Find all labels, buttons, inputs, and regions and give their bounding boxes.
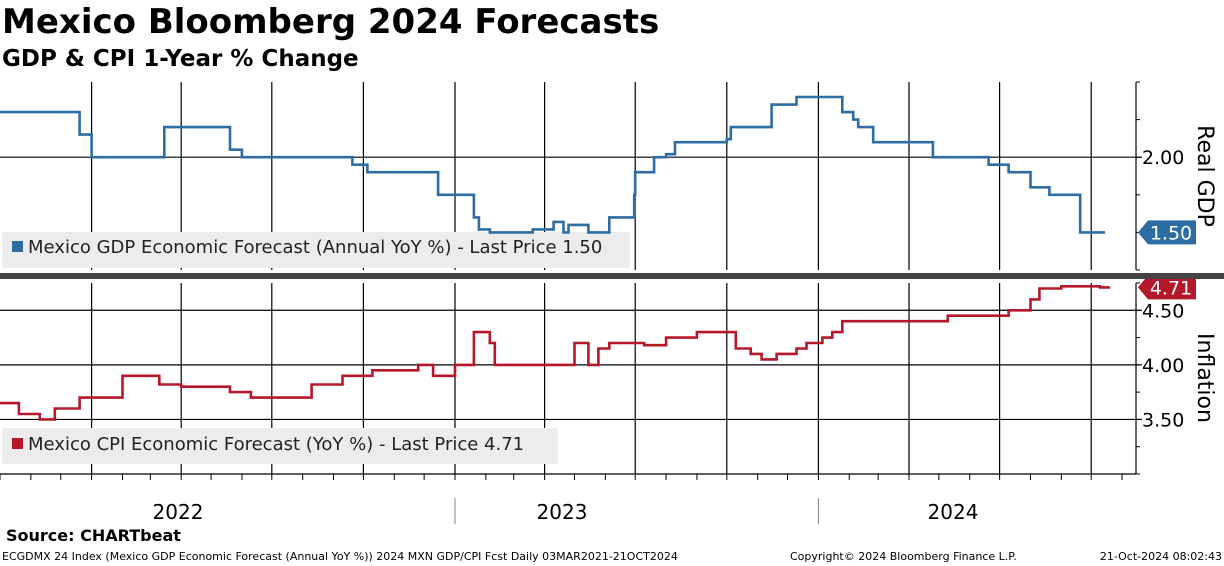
gdp-panel: 2.00 Real GDP Mexico GDP Economic Forecast… — [0, 81, 1217, 271]
series-line — [0, 285, 1111, 421]
y-axis-title: Inflation — [1192, 333, 1217, 423]
y-tick-label: 4.50 — [1142, 300, 1184, 322]
legend-entry: Mexico GDP Economic Forecast (Annual YoY… — [28, 237, 602, 258]
x-year-label: 2024 — [928, 500, 979, 524]
legend-swatch — [12, 241, 23, 252]
last-price-label: 4.71 — [1150, 277, 1192, 299]
legend-box — [2, 428, 558, 464]
chart-subtitle: GDP & CPI 1-Year % Change — [2, 46, 359, 72]
panel-separator — [0, 273, 1224, 279]
y-tick-label: 2.00 — [1142, 147, 1184, 169]
series-line — [0, 95, 1106, 234]
legend-swatch — [12, 438, 23, 449]
last-price-label: 1.50 — [1150, 222, 1192, 244]
x-year-label: 2022 — [153, 500, 204, 524]
footer-copyright: Copyright© 2024 Bloomberg Finance L.P. — [790, 550, 1017, 563]
last-price-tag — [1138, 275, 1196, 300]
chart-title: Mexico Bloomberg 2024 Forecasts — [2, 2, 660, 42]
last-price-tag — [1138, 220, 1196, 245]
y-tick-label: 4.00 — [1142, 355, 1184, 377]
legend-box — [2, 232, 630, 268]
footer-security-description: ECGDMX 24 Index (Mexico GDP Economic For… — [2, 550, 678, 563]
x-year-label: 2023 — [537, 500, 588, 524]
time-axis: 2022 2023 2024 — [0, 273, 1224, 524]
legend-entry: Mexico CPI Economic Forecast (YoY %) - L… — [28, 434, 524, 455]
y-axis-title: Real GDP — [1192, 125, 1217, 227]
source-note: Source: CHARTbeat — [6, 526, 181, 545]
y-tick-label: 3.50 — [1142, 409, 1184, 431]
footer-timestamp: 21-Oct-2024 08:02:43 — [1099, 550, 1222, 563]
cpi-panel: 3.50 4.00 4.50 Inflation Mexico CPI Economic… — [0, 275, 1217, 475]
